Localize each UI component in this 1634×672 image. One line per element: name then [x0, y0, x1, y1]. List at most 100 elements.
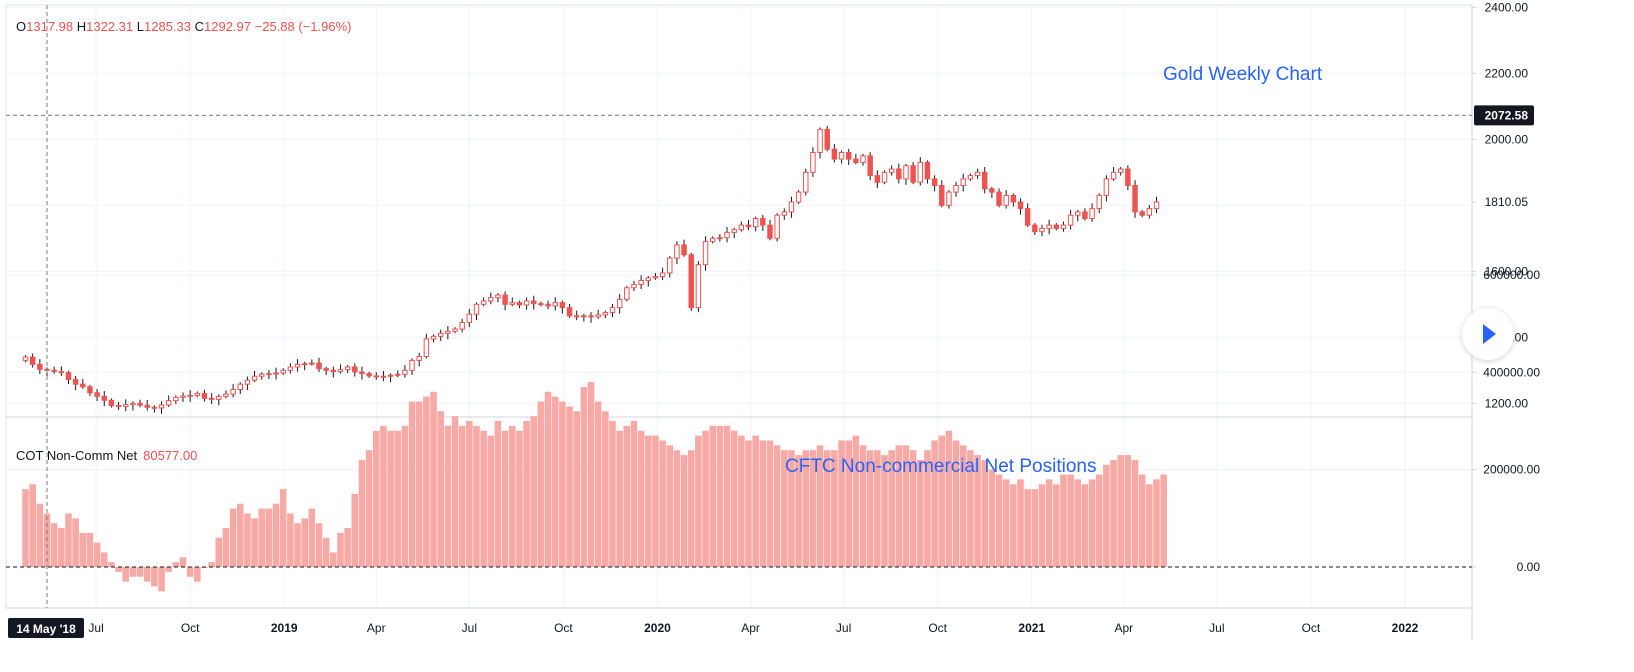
candle-up: [1039, 227, 1045, 233]
candle-up: [251, 375, 258, 381]
candle-up: [602, 312, 609, 316]
candle-down: [1017, 201, 1024, 210]
cot-bar: [337, 532, 344, 567]
candle-up: [595, 314, 601, 318]
cot-bar: [272, 503, 280, 567]
cot-bar: [29, 484, 36, 567]
candle-up: [724, 231, 730, 239]
candle-up: [717, 237, 723, 240]
candle-up: [881, 171, 888, 183]
cot-bar: [236, 503, 244, 567]
candle-up: [402, 369, 408, 375]
candle-down: [516, 302, 523, 306]
candle-up: [387, 374, 394, 377]
candle-up: [659, 272, 666, 278]
candle-down: [151, 406, 158, 409]
time-tick-label: Jul: [462, 621, 477, 635]
candle-down: [845, 152, 852, 160]
cot-bar: [709, 425, 716, 567]
cot-bar: [179, 557, 187, 567]
candle-down: [559, 302, 566, 309]
cot-bar: [859, 445, 867, 567]
candle-down: [87, 386, 93, 394]
candle-up: [488, 297, 494, 302]
cot-bar: [36, 503, 44, 567]
candle-down: [72, 379, 79, 385]
cot-bar: [165, 567, 172, 572]
candle-down: [538, 303, 544, 306]
time-tick-label: Oct: [181, 621, 200, 635]
candle-down: [58, 371, 65, 374]
cot-bar: [380, 425, 387, 567]
time-tick-label: 2020: [644, 621, 671, 635]
cot-bar: [1124, 455, 1132, 567]
candle-up: [960, 178, 966, 186]
candle-up: [509, 302, 515, 305]
cot-bar: [1146, 484, 1153, 567]
candle-up: [22, 356, 29, 361]
candle-up: [817, 128, 823, 153]
candle-down: [745, 224, 752, 228]
play-icon: [1483, 324, 1496, 344]
candle-down: [767, 224, 773, 239]
candle-up: [917, 161, 924, 183]
cot-bar: [888, 450, 895, 567]
candle-down: [352, 366, 358, 373]
cot-bar: [215, 537, 223, 567]
candle-down: [681, 244, 687, 256]
candle-up: [888, 168, 895, 173]
cot-tick-label: 0.00: [1517, 560, 1541, 574]
cot-tick-label: 200000.00: [1483, 463, 1540, 477]
candle-up: [1103, 178, 1110, 196]
candle-down: [144, 404, 150, 408]
cot-axis[interactable]: 600000.00 400000.00 200000.00 0.00: [1472, 268, 1540, 574]
candle-up: [788, 201, 795, 213]
candle-up: [158, 404, 165, 409]
cot-bar: [294, 523, 301, 567]
cot-bar: [566, 406, 573, 567]
cot-bar: [874, 450, 881, 567]
candle-down: [330, 369, 337, 373]
price-tick-label: 2000.00: [1485, 132, 1529, 146]
candle-down: [760, 218, 766, 226]
candle-up: [709, 237, 716, 243]
play-button[interactable]: [1462, 308, 1514, 360]
cot-bar: [1103, 464, 1110, 567]
candle-down: [359, 371, 365, 375]
cot-bar: [738, 435, 745, 567]
cot-bars: [22, 382, 1167, 592]
cot-bar: [766, 440, 774, 567]
time-tick-label: Jul: [88, 621, 103, 635]
cot-bar: [1038, 484, 1046, 567]
candle-down: [896, 168, 902, 180]
cot-bar: [752, 435, 759, 567]
cot-bar: [487, 435, 495, 567]
candle-down: [316, 362, 322, 370]
cot-bar: [580, 386, 588, 567]
candle-down: [201, 392, 208, 399]
price-annotation: Gold Weekly Chart: [1163, 64, 1323, 85]
cot-bar: [537, 401, 545, 567]
time-axis[interactable]: Jul Oct 2019 Apr Jul Oct 2020 Apr Jul Oct 2021 Apr J…: [8, 618, 1419, 638]
candle-up: [609, 307, 616, 314]
cot-bar: [222, 528, 230, 567]
cot-bar: [845, 440, 853, 567]
candle-up: [395, 373, 401, 376]
candle-up: [165, 400, 172, 406]
cot-annotation: CFTC Non-commercial Net Positions: [785, 456, 1097, 477]
candle-down: [573, 315, 580, 318]
cot-bar: [143, 567, 151, 582]
cot-bar: [759, 440, 767, 567]
candle-up: [974, 171, 981, 177]
candle-down: [531, 300, 537, 305]
candle-up: [459, 321, 465, 330]
cot-bar: [716, 425, 724, 567]
candle-down: [566, 307, 573, 317]
time-tick-label: Jul: [836, 621, 851, 635]
candle-up: [552, 302, 558, 307]
candle-up: [667, 257, 673, 274]
cot-bar: [451, 416, 459, 567]
cot-bar: [945, 430, 953, 567]
time-tick-label: Jul: [1209, 621, 1224, 635]
